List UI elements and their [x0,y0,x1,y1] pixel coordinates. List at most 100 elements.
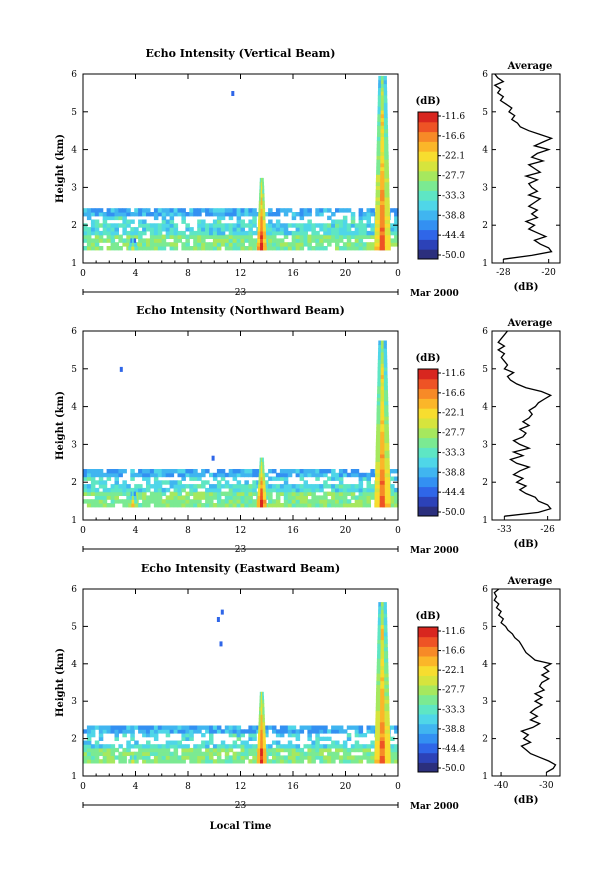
heatmap-cell [193,242,198,247]
heatmap-cell [201,759,206,764]
heatmap-cell [358,234,364,239]
heatmap-cell [216,480,222,485]
heatmap-cell [248,230,253,236]
heatmap-cell [394,487,399,493]
spike-cell [377,363,382,368]
heatmap-cell [122,499,127,504]
heatmap-cell [181,499,186,504]
heatmap-cell [323,499,328,504]
heatmap-cell [303,495,308,500]
heatmap-cell [220,729,226,734]
heatmap-cell [335,740,340,745]
spike-cell [262,469,265,474]
heatmap-cell [232,729,238,734]
colorbar-tick-label: -38.8 [442,725,465,735]
spike-cell [375,472,381,478]
heatmap-cell [122,759,127,764]
heatmap-cell [177,759,182,764]
heatmap-cell [201,472,206,478]
heatmap-cell [189,733,194,738]
heatmap-cell [142,744,147,749]
heatmap-cell [394,215,399,221]
heatmap-cell [110,223,116,228]
heatmap-cell [181,747,186,753]
heatmap-cell [122,480,127,485]
heatmap-cell [268,469,273,474]
heatmap-cell [366,246,371,251]
heatmap-cell [130,234,135,239]
spike-cell [380,714,386,719]
heatmap-cell [189,212,194,217]
spike-cell [375,215,381,221]
heatmap-cell [315,499,320,504]
heatmap-cell [244,484,249,489]
spike-cell [384,691,389,697]
heatmap-cell [220,484,226,489]
spike-cell [260,204,264,209]
heatmap-cell [287,242,293,247]
spike-cell [374,740,381,745]
heatmap-cell [279,230,285,236]
heatmap-cell [118,725,123,730]
heatmap-cell [272,499,277,504]
heatmap-cell [142,219,147,224]
heatmap-cell [153,744,159,749]
heatmap-cell [169,503,175,508]
heatmap-cell [149,469,155,474]
heatmap-cell [181,729,186,734]
heatmap-cell [346,725,352,730]
average-y-tick-label: 6 [482,327,488,337]
spike-cell [380,665,385,670]
spike-cell [384,204,390,209]
spike-cell [380,457,386,462]
spike-cell [379,242,386,247]
heatmap-cell [130,733,135,738]
heatmap-cell [86,472,92,478]
heatmap-cell [275,729,281,734]
heatmap-cell [161,747,167,753]
spike-cell [383,639,388,644]
heatmap-cell [142,476,147,481]
heatmap-cell [390,230,395,236]
heatmap-cell [165,499,171,504]
heatmap-cell [110,472,116,478]
heatmap-cell [157,725,163,730]
spike-cell [380,355,385,360]
heatmap-cell [114,469,119,474]
heatmap-cell [130,744,135,749]
heatmap-cell [94,747,100,753]
heatmap-cell [149,759,155,764]
heatmap-cell [236,491,242,496]
spike-cell [383,75,387,81]
heatmap-cell [358,472,364,478]
spike-cell [376,174,381,179]
heatmap-cell [244,495,249,500]
heatmap-cell [244,223,249,228]
heatmap-cell [153,223,159,228]
spike-cell [376,400,381,406]
heatmap-cell [114,499,119,504]
spike-cell [384,676,389,682]
colorbar-swatch [418,656,438,667]
heatmap-cell [315,725,320,730]
heatmap-cell [153,751,159,756]
heatmap-cell [126,747,131,753]
spike-cell [383,340,387,345]
x-tick-label: 20 [340,269,352,279]
heatmap-cell [362,744,368,749]
heatmap-cell [110,744,116,749]
heatmap-cell [275,499,281,504]
y-tick-label: 6 [71,585,77,595]
heatmap-cell [181,476,186,481]
heatmap-cell [232,469,238,474]
heatmap-cell [362,476,368,481]
heatmap-cell [338,238,344,243]
spike-cell [376,658,382,663]
heatmap-cell [153,238,159,243]
heatmap-cell [354,499,360,504]
heatmap-cell [212,491,218,496]
heatmap-cell [86,499,92,504]
spike-cell [383,355,388,360]
heatmap-cell [193,755,198,760]
colorbar-tick-label: -11.6 [442,369,465,379]
